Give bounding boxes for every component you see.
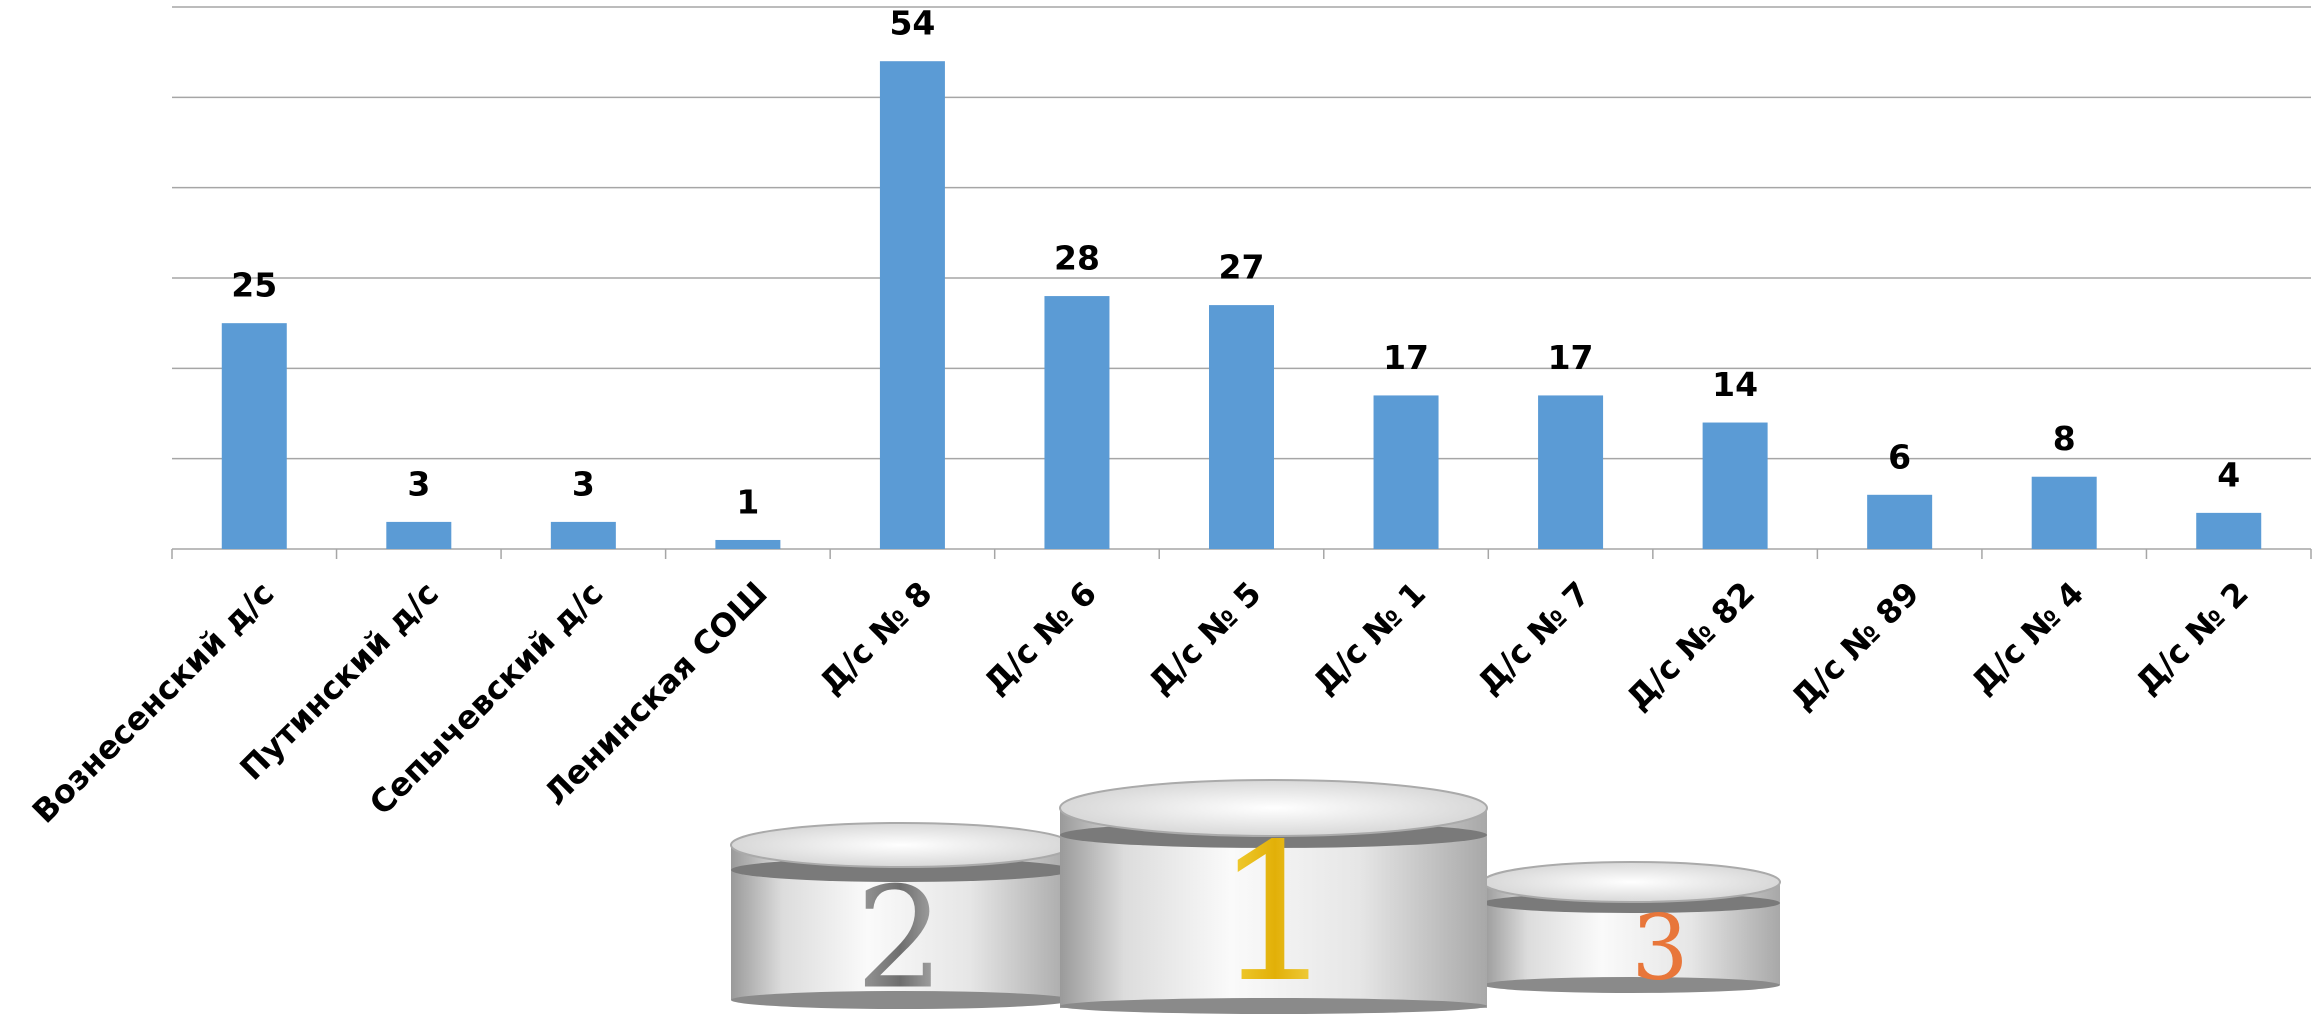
x-tick-label: Д/с № 6: [977, 574, 1104, 701]
x-tick-label: Д/с № 7: [1470, 574, 1597, 701]
bar: [2196, 512, 2262, 549]
bar: [1209, 305, 1274, 549]
data-label: 14: [1712, 365, 1758, 404]
podium-number: 3: [1631, 895, 1688, 1000]
data-label: 17: [1383, 338, 1429, 377]
bar: [1373, 395, 1439, 549]
bar: [1538, 395, 1604, 549]
x-tick-label: Д/с № 89: [1784, 574, 1927, 717]
x-tick-label: Д/с № 5: [1141, 574, 1268, 701]
podium-number: 1: [1215, 803, 1336, 1014]
podium: 2 3 1: [730, 779, 1781, 1014]
x-tick-label: Д/с № 1: [1306, 574, 1433, 701]
x-tick-label: Вознесенский д/с: [25, 574, 281, 830]
x-tick-label: Д/с № 2: [2128, 574, 2255, 701]
data-label: 27: [1219, 248, 1265, 287]
data-label: 8: [2053, 419, 2076, 458]
bar: [715, 539, 781, 549]
x-tick-label: Д/с № 4: [1964, 574, 2091, 701]
bar: [1044, 296, 1110, 549]
data-label: 1: [736, 482, 759, 521]
data-label: 3: [407, 464, 430, 503]
data-label: 28: [1054, 239, 1100, 278]
podium-first: 1: [1059, 779, 1488, 1014]
data-label: 4: [2217, 455, 2240, 494]
data-label: 25: [231, 266, 277, 305]
x-tick-label: Д/с № 82: [1619, 574, 1762, 717]
podium-number: 2: [855, 858, 944, 1014]
bar: [386, 521, 452, 549]
x-tick-label: Д/с № 8: [812, 574, 939, 701]
bar: [879, 61, 945, 549]
podium-third: 3: [1482, 861, 1781, 1000]
bar: [1702, 422, 1768, 549]
data-label: 54: [889, 4, 935, 43]
bar: [1867, 494, 1933, 549]
data-label: 3: [572, 464, 595, 503]
podium-second: 2: [730, 822, 1073, 1014]
bar: [2031, 476, 2097, 549]
bar: [221, 323, 287, 549]
data-label: 17: [1548, 338, 1594, 377]
data-label: 6: [1888, 437, 1911, 476]
bar: [550, 521, 616, 549]
